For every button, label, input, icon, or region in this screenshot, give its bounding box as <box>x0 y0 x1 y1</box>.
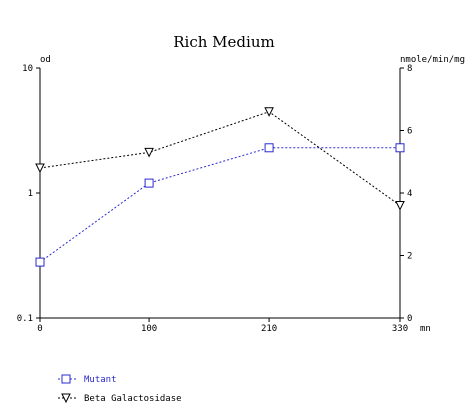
legend-item-mutant: Mutant <box>58 374 117 385</box>
x-tick-label: 330 <box>392 324 408 334</box>
data-point-mutant <box>144 178 154 188</box>
right-y-tick-label: 2 <box>407 252 412 262</box>
chart-title: Rich Medium <box>173 33 274 51</box>
legend-marker-beta-galactosidase <box>61 393 71 404</box>
left-axis-label: od <box>40 55 51 65</box>
legend-marker-mutant <box>61 374 71 384</box>
legend: Mutant Beta Galactosidase <box>58 374 182 404</box>
data-point-mutant <box>35 257 45 267</box>
left-y-tick-label: 1 <box>28 189 33 199</box>
right-y-tick-label: 8 <box>407 64 412 74</box>
x-tick-label: 210 <box>261 324 277 334</box>
data-point-beta-galactosidase <box>395 201 405 211</box>
right-y-tick-label: 0 <box>407 314 412 324</box>
data-point-beta-galactosidase <box>35 163 45 174</box>
x-axis-unit: mn <box>420 324 431 334</box>
data-point-mutant <box>264 143 274 153</box>
right-axis-label: nmole/min/mg <box>400 55 465 65</box>
right-y-tick-label: 4 <box>407 189 412 199</box>
series-line-beta-galactosidase <box>39 111 401 206</box>
left-y-tick-label: 10 <box>22 64 33 74</box>
data-point-beta-galactosidase <box>264 107 274 117</box>
x-tick-label: 100 <box>141 324 157 334</box>
legend-label-beta-galactosidase: Beta Galactosidase <box>84 394 182 404</box>
data-point-mutant <box>395 143 405 153</box>
legend-label-mutant: Mutant <box>84 375 117 385</box>
left-y-tick-label: 0.1 <box>17 314 33 324</box>
right-y-tick-label: 6 <box>407 127 412 137</box>
legend-item-beta-galactosidase: Beta Galactosidase <box>58 393 182 404</box>
x-tick-label: 0 <box>37 324 42 334</box>
series-line-mutant <box>39 147 400 263</box>
data-point-beta-galactosidase <box>144 147 154 158</box>
